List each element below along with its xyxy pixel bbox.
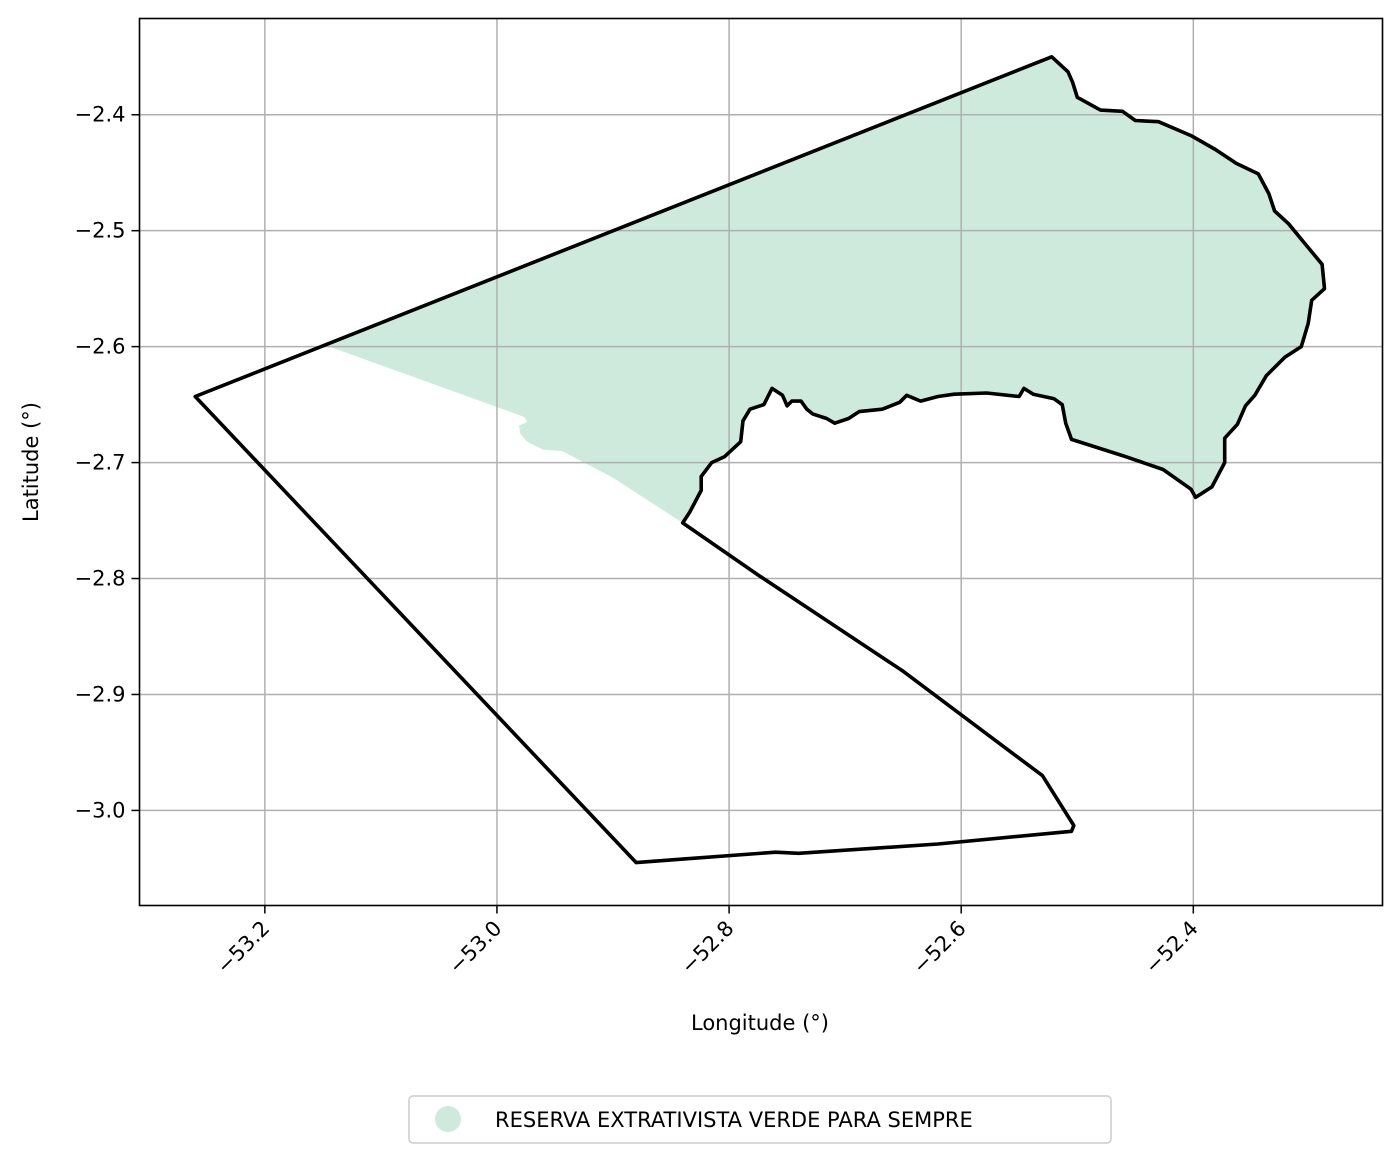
x-tick-label: −52.8 xyxy=(676,916,738,978)
x-tick-label: −52.4 xyxy=(1140,916,1202,978)
x-tick-label: −52.6 xyxy=(908,916,970,978)
plot-layer xyxy=(139,18,1383,906)
legend-marker-reserva xyxy=(435,1106,461,1132)
reserve-area-fill xyxy=(326,56,1325,523)
legend-label-reserva: RESERVA EXTRATIVISTA VERDE PARA SEMPRE xyxy=(495,1108,973,1132)
legend-box xyxy=(408,1095,1112,1144)
y-tick-label: −2.6 xyxy=(75,335,126,359)
x-axis-ticks: −53.2 −53.0 −52.8 −52.6 −52.4 xyxy=(212,905,1203,979)
y-tick-label: −2.5 xyxy=(75,219,126,243)
y-axis-label: Latitude (°) xyxy=(19,402,43,522)
y-tick-label: −2.9 xyxy=(75,682,126,706)
y-axis-ticks: −2.4 −2.5 −2.6 −2.7 −2.8 −2.9 −3.0 xyxy=(75,103,140,822)
y-tick-label: −2.8 xyxy=(75,567,126,591)
x-tick-label: −53.2 xyxy=(212,916,274,978)
y-tick-label: −2.4 xyxy=(75,103,126,127)
x-tick-label: −53.0 xyxy=(444,916,506,978)
legend: RESERVA EXTRATIVISTA VERDE PARA SEMPRE xyxy=(408,1095,1112,1144)
x-axis-label: Longitude (°) xyxy=(691,1011,829,1035)
y-tick-label: −2.7 xyxy=(75,451,126,475)
boundary-main xyxy=(193,54,1327,865)
y-tick-label: −3.0 xyxy=(75,798,126,822)
